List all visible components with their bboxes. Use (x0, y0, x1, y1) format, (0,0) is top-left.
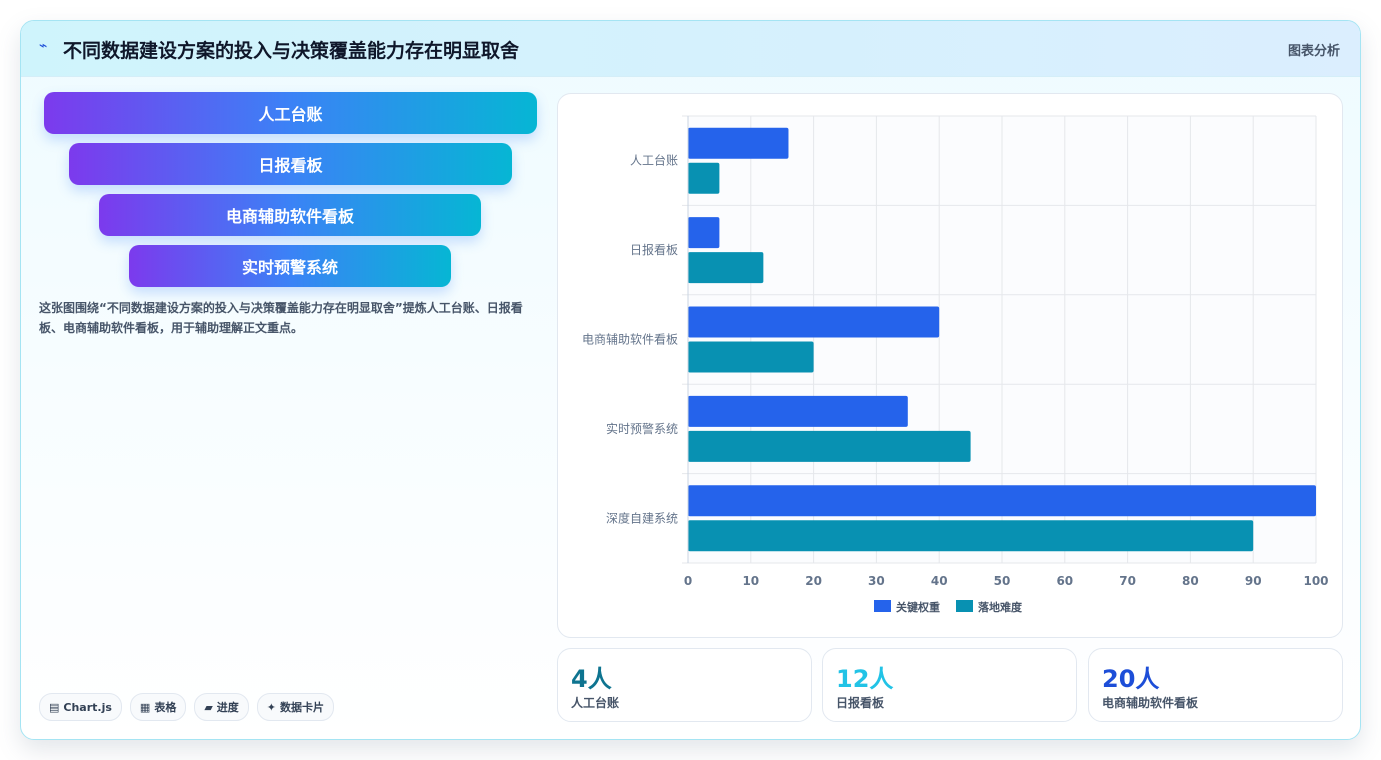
bar-difficulty (688, 162, 720, 194)
chip-label: Chart.js (63, 700, 112, 714)
chip-label: 进度 (216, 701, 239, 714)
x-tick-label: 0 (684, 574, 692, 588)
chip-data-card[interactable]: ✦ 数据卡片 (256, 693, 335, 721)
kpi-label: 日报看板 (836, 696, 885, 710)
bar-difficulty (688, 430, 971, 462)
legend-label: 落地难度 (978, 600, 1023, 614)
bar-difficulty (688, 520, 1254, 552)
chip-chartjs[interactable]: ▤ Chart.js (39, 693, 122, 721)
x-tick-label: 40 (931, 574, 948, 588)
funnel-step-2: 日报看板 (69, 143, 512, 185)
chart-description: 这张图围绕“不同数据建设方案的投入与决策覆盖能力存在明显取舍”提炼人工台账、日报… (39, 301, 523, 335)
funnel-step-label: 日报看板 (258, 156, 323, 175)
x-tick-label: 60 (1056, 574, 1073, 588)
y-tick-label: 电商辅助软件看板 (582, 332, 678, 347)
table-icon: ▦ (139, 700, 151, 714)
trend-line-icon: ⌁ (39, 38, 48, 54)
kpi-card-2: 12人 日报看板 (822, 648, 1077, 722)
kpi-value: 20人 (1102, 665, 1160, 693)
bar-difficulty (688, 341, 814, 373)
y-tick-label: 实时预警系统 (606, 421, 678, 436)
kpi-label: 电商辅助软件看板 (1102, 696, 1199, 710)
kpi-card-3: 20人 电商辅助软件看板 (1088, 648, 1343, 722)
kpi-value: 4人 (571, 665, 612, 693)
x-tick-label: 50 (994, 574, 1011, 588)
bar-key-weight (688, 485, 1316, 517)
x-tick-label: 20 (805, 574, 822, 588)
x-tick-label: 100 (1303, 574, 1328, 588)
legend-swatch (874, 600, 891, 612)
y-tick-label: 日报看板 (630, 242, 678, 257)
kpi-label: 人工台账 (571, 696, 620, 710)
header-tag: 图表分析 (1287, 44, 1340, 59)
legend-label: 关键权重 (896, 600, 940, 614)
x-tick-label: 80 (1182, 574, 1199, 588)
chip-label: 表格 (154, 701, 177, 714)
funnel-step-label: 人工台账 (258, 105, 323, 124)
bar-key-weight (688, 127, 789, 159)
chip-label: 数据卡片 (280, 701, 325, 714)
bar-key-weight (688, 395, 908, 427)
funnel-step-4: 实时预警系统 (129, 245, 451, 287)
bar-key-weight (688, 217, 720, 249)
progress-icon: ▰ (204, 700, 213, 714)
chip-progress[interactable]: ▰ 进度 (194, 693, 249, 721)
page-title: 不同数据建设方案的投入与决策覆盖能力存在明显取舍 (63, 40, 520, 62)
kpi-value: 12人 (836, 665, 894, 693)
x-tick-label: 70 (1119, 574, 1136, 588)
chip-table[interactable]: ▦ 表格 (129, 693, 187, 721)
legend-swatch (956, 600, 973, 612)
funnel-step-label: 实时预警系统 (241, 258, 338, 277)
bar-key-weight (688, 306, 940, 338)
chart-icon: ▤ (49, 700, 60, 714)
sparkle-icon: ✦ (266, 700, 277, 714)
x-tick-label: 10 (742, 574, 759, 588)
funnel-step-label: 电商辅助软件看板 (225, 207, 354, 226)
bar-chart: 0 10 20 30 40 50 60 70 80 90 100 人工台账日报看板电商辅助软件看板实时… (582, 115, 1329, 614)
bar-difficulty (688, 252, 764, 284)
y-tick-label: 人工台账 (630, 153, 678, 168)
x-tick-label: 90 (1245, 574, 1262, 588)
y-tick-label: 深度自建系统 (606, 510, 678, 525)
kpi-card-1: 4人 人工台账 (557, 648, 812, 722)
main-card: ⌁ 不同数据建设方案的投入与决策覆盖能力存在明显取舍 图表分析 人工台账 日报看… (20, 20, 1361, 740)
funnel-step-3: 电商辅助软件看板 (99, 194, 481, 236)
chart-card: 0 10 20 30 40 50 60 70 80 90 100 人工台账日报看板电商辅助软件看板实时… (557, 93, 1343, 638)
x-tick-label: 30 (868, 574, 885, 588)
feature-chips: ▤ Chart.js ▦ 表格 ▰ 进度 ✦ 数据卡片 (39, 693, 335, 721)
card-header: ⌁ 不同数据建设方案的投入与决策覆盖能力存在明显取舍 图表分析 (21, 21, 1360, 77)
funnel-step-1: 人工台账 (44, 92, 537, 134)
